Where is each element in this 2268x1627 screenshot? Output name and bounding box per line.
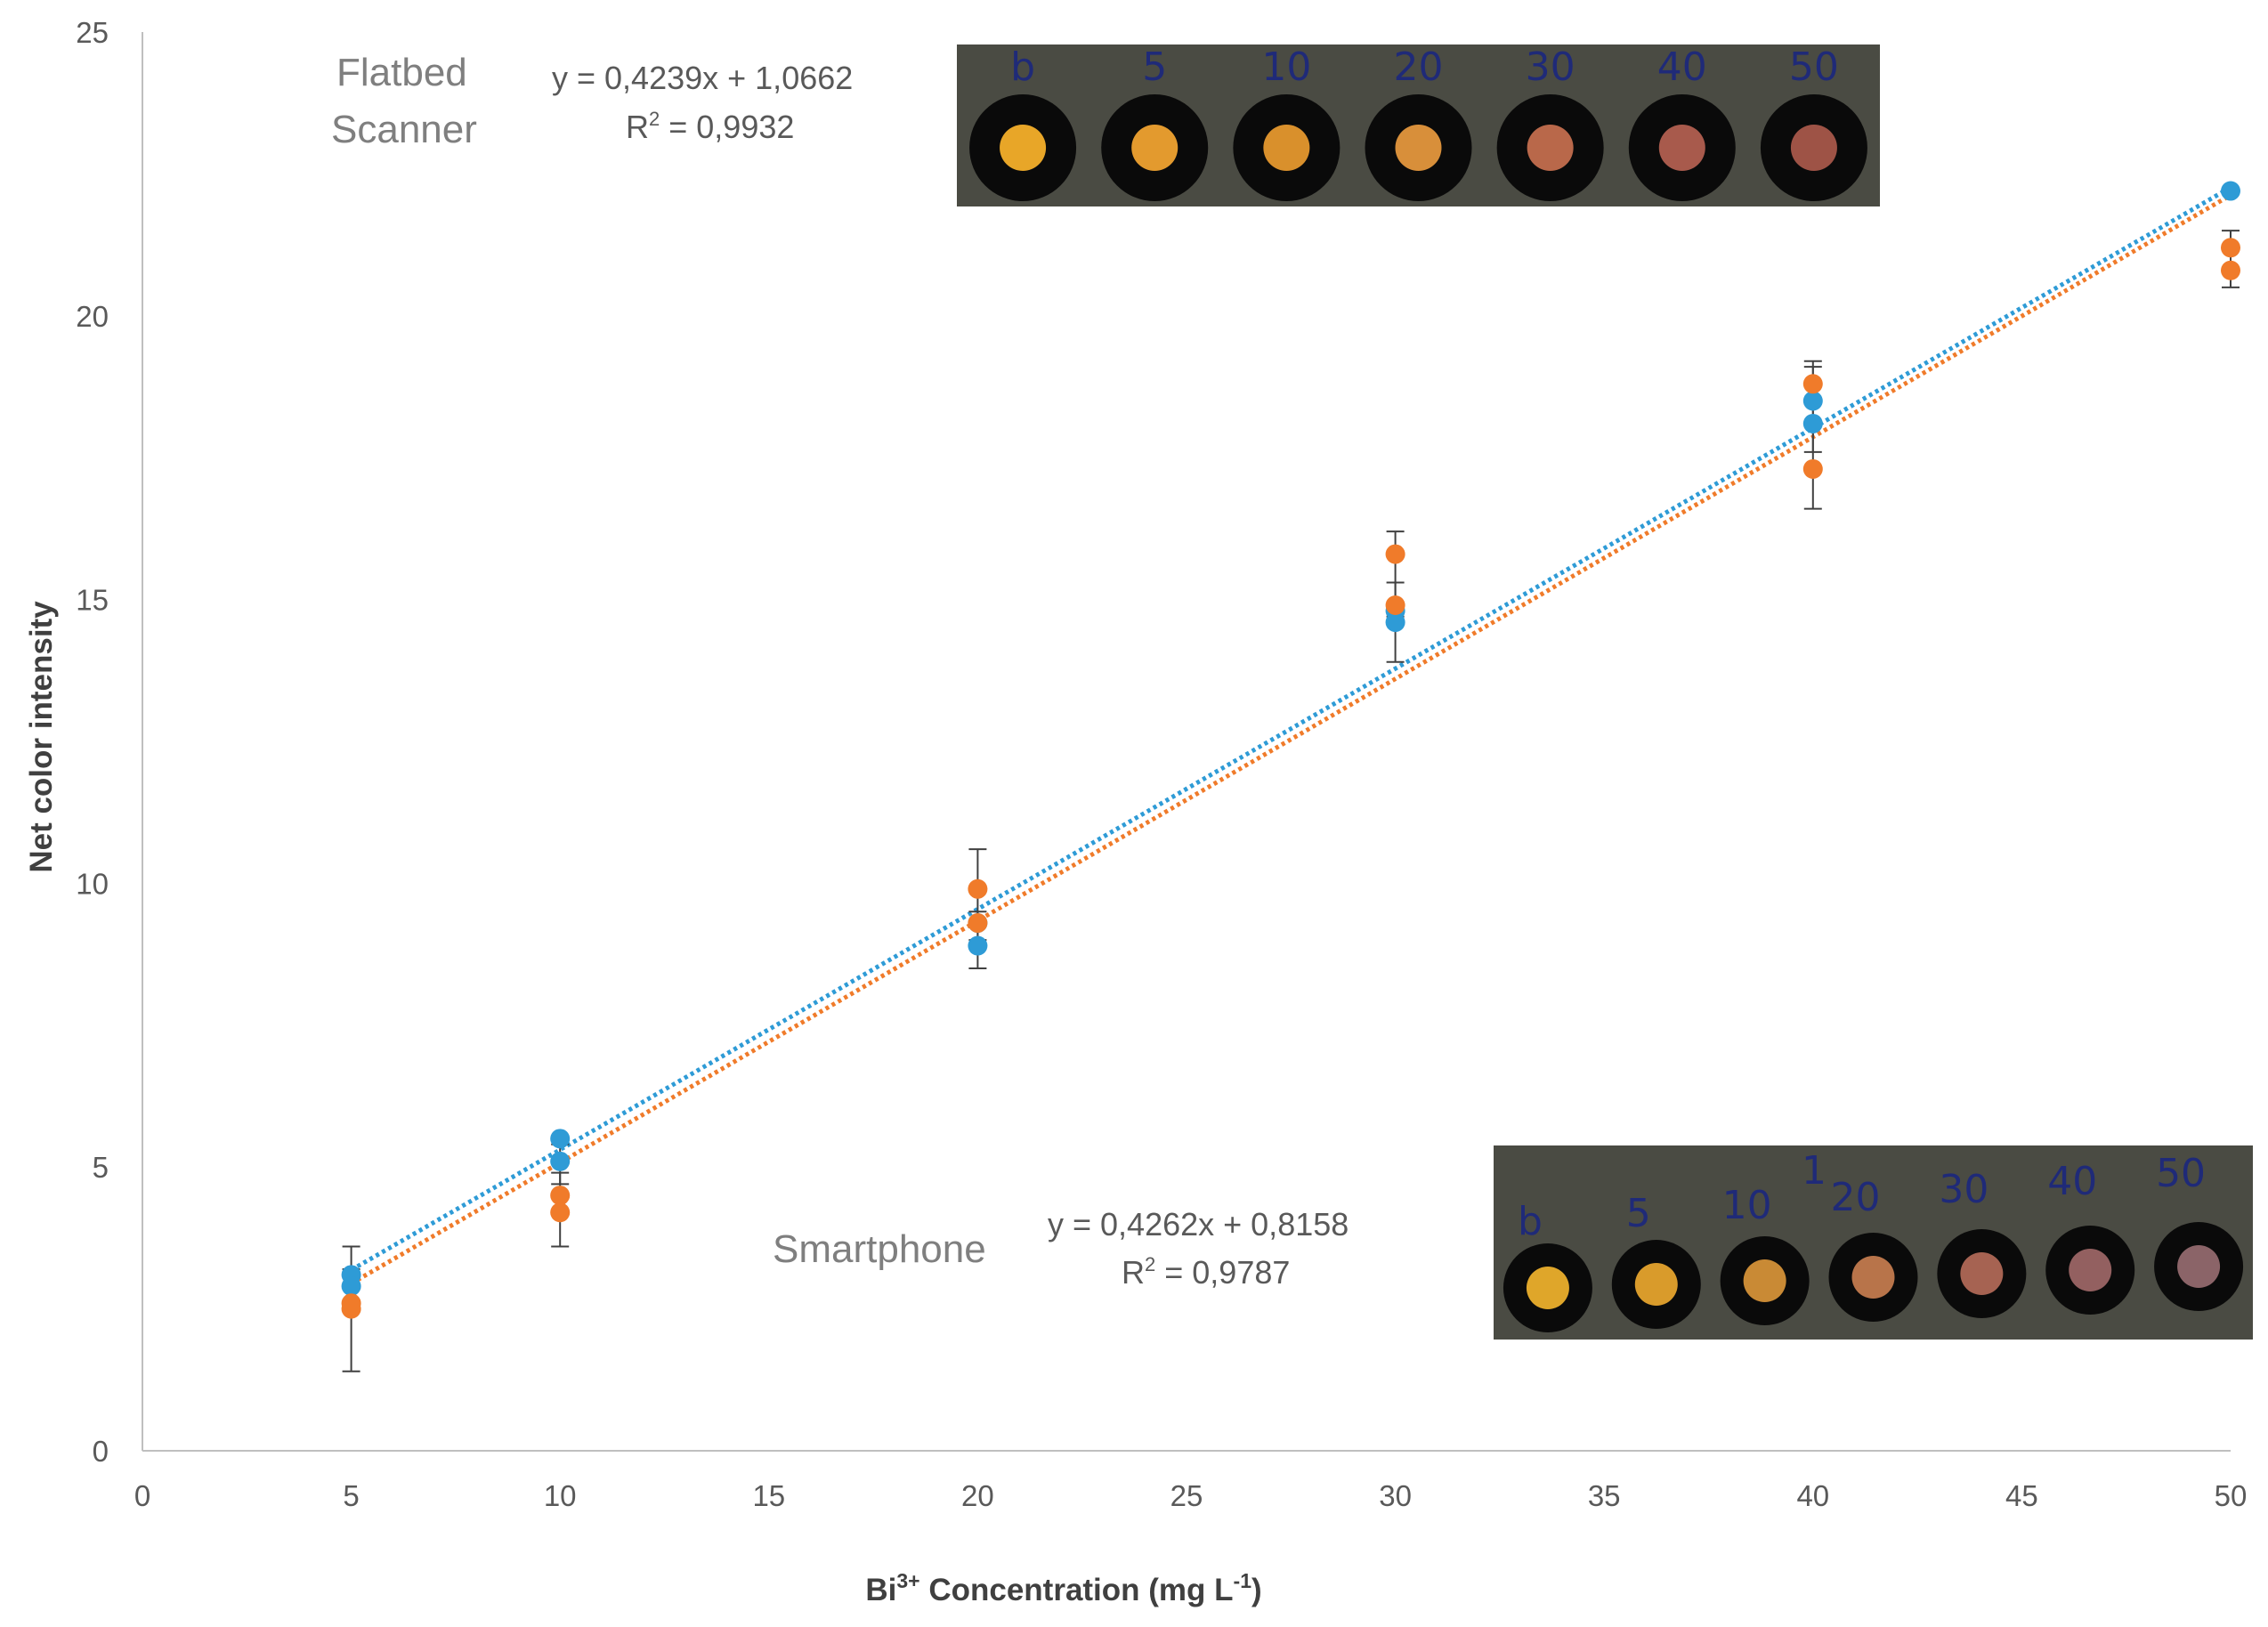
scanner-r2: R2 = 0,9932	[626, 108, 794, 145]
y-tick-label: 25	[76, 16, 109, 49]
strip-spot-reagent	[1960, 1252, 2004, 1295]
strip-spot-reagent	[2177, 1245, 2221, 1288]
x-tick-label: 45	[2005, 1479, 2038, 1512]
strip-spot-reagent	[1395, 125, 1442, 171]
data-point-series-1	[341, 1299, 361, 1319]
scanner-r2-superscript: 2	[649, 108, 660, 130]
smartphone-photo-strip: b 5 10 20 30 40 50 1	[1494, 1145, 2253, 1340]
data-point-series-1	[2221, 260, 2240, 280]
x-axis-title-superscript: 3+	[896, 1569, 919, 1592]
data-point-series-0	[550, 1151, 571, 1171]
data-point-series-1	[1385, 595, 1405, 615]
strip-spot-reagent	[1658, 125, 1705, 171]
x-tick-label: 10	[544, 1479, 577, 1512]
data-point-series-1	[1802, 374, 1823, 394]
data-point-series-1	[550, 1202, 571, 1223]
x-tick-label: 0	[134, 1479, 150, 1512]
x-axis-title-suffix: )	[1251, 1573, 1262, 1607]
y-tick-label: 15	[76, 584, 109, 617]
x-axis-title-unit-superscript: -1	[1234, 1569, 1252, 1592]
x-tick-label: 5	[343, 1479, 359, 1512]
strip-spot-reagent	[1790, 125, 1837, 171]
strip-label: b	[1010, 45, 1035, 90]
strip-label: 30	[1526, 45, 1575, 90]
data-point-series-1	[1385, 544, 1405, 564]
trendline-layer	[350, 185, 2232, 1286]
strip-spot-reagent	[1634, 1263, 1678, 1306]
strip-spot-reagent	[1000, 125, 1047, 171]
x-tick-label: 50	[2215, 1479, 2248, 1512]
smartphone-label: Smartphone	[773, 1227, 986, 1271]
smartphone-r2-value: = 0,9787	[1155, 1254, 1290, 1291]
photo-layer: b 5 10 20 30 40 50 b 5 10 20 30 40 50 1	[957, 45, 2253, 1340]
trendline-series-1	[350, 193, 2232, 1286]
strip-label: 40	[2047, 1159, 2097, 1204]
data-point-series-1	[968, 913, 988, 934]
x-axis-title-middle: Concentration (mg L	[920, 1573, 1234, 1607]
scanner-label-line2: Scanner	[331, 108, 477, 151]
data-point-series-0	[550, 1129, 571, 1149]
data-point-series-0	[1802, 413, 1823, 433]
y-tick-label: 10	[76, 867, 109, 900]
strip-label: 50	[2156, 1151, 2206, 1196]
x-tick-label: 40	[1796, 1479, 1829, 1512]
x-tick-label: 35	[1588, 1479, 1621, 1512]
strip-label: 10	[1722, 1183, 1772, 1228]
data-point-series-0	[2221, 181, 2240, 201]
strip-extra-mark: 1	[1802, 1148, 1827, 1194]
strip-label: 20	[1394, 45, 1444, 90]
scanner-photo-strip: b 5 10 20 30 40 50	[957, 45, 1880, 206]
strip-label: 5	[1626, 1191, 1651, 1236]
strip-spot-reagent	[1263, 125, 1310, 171]
strip-label: 40	[1657, 45, 1707, 90]
strip-spot-reagent	[1526, 1267, 1569, 1309]
strip-spot-reagent	[1527, 125, 1574, 171]
y-tick-label: 5	[93, 1151, 109, 1184]
x-tick-label: 25	[1170, 1479, 1203, 1512]
strip-label: 5	[1142, 45, 1167, 90]
strip-label: 50	[1789, 45, 1839, 90]
strip-spot-reagent	[1851, 1256, 1895, 1299]
x-axis-title-prefix: Bi	[865, 1573, 896, 1607]
data-point-series-1	[1802, 458, 1823, 479]
scanner-equation: y = 0,4239x + 1,0662	[552, 60, 853, 96]
scanner-label-line1: Flatbed	[336, 51, 467, 94]
x-axis-title: Bi3+ Concentration (mg L-1)	[865, 1569, 1261, 1607]
strip-label: b	[1518, 1199, 1543, 1244]
data-point-series-1	[2221, 238, 2240, 258]
strip-label: 30	[1939, 1167, 1989, 1212]
smartphone-equation: y = 0,4262x + 0,8158	[1048, 1206, 1349, 1243]
scanner-r2-label: R	[626, 109, 649, 145]
strip-label: 10	[1261, 45, 1311, 90]
data-point-series-0	[1802, 391, 1823, 411]
strip-spot-reagent	[1131, 125, 1179, 171]
x-tick-label: 15	[752, 1479, 785, 1512]
x-tick-label: 20	[961, 1479, 994, 1512]
data-point-series-0	[341, 1276, 361, 1297]
scanner-r2-value: = 0,9932	[660, 109, 794, 145]
y-tick-label: 20	[76, 300, 109, 333]
y-axis-title: Net color intensity	[24, 601, 59, 873]
data-point-series-1	[968, 878, 988, 899]
y-tick-label: 0	[93, 1435, 109, 1468]
smartphone-r2: R2 = 0,9787	[1122, 1253, 1290, 1291]
x-tick-label: 30	[1379, 1479, 1412, 1512]
trendline-series-0	[350, 185, 2232, 1273]
data-point-series-1	[550, 1186, 571, 1206]
strip-label: 20	[1831, 1175, 1881, 1220]
strip-spot-reagent	[1743, 1259, 1786, 1302]
smartphone-r2-label: R	[1122, 1254, 1145, 1291]
strip-spot-reagent	[2069, 1249, 2112, 1291]
point-layer	[341, 181, 2240, 1319]
smartphone-r2-superscript: 2	[1145, 1253, 1155, 1275]
data-point-series-0	[968, 935, 988, 956]
